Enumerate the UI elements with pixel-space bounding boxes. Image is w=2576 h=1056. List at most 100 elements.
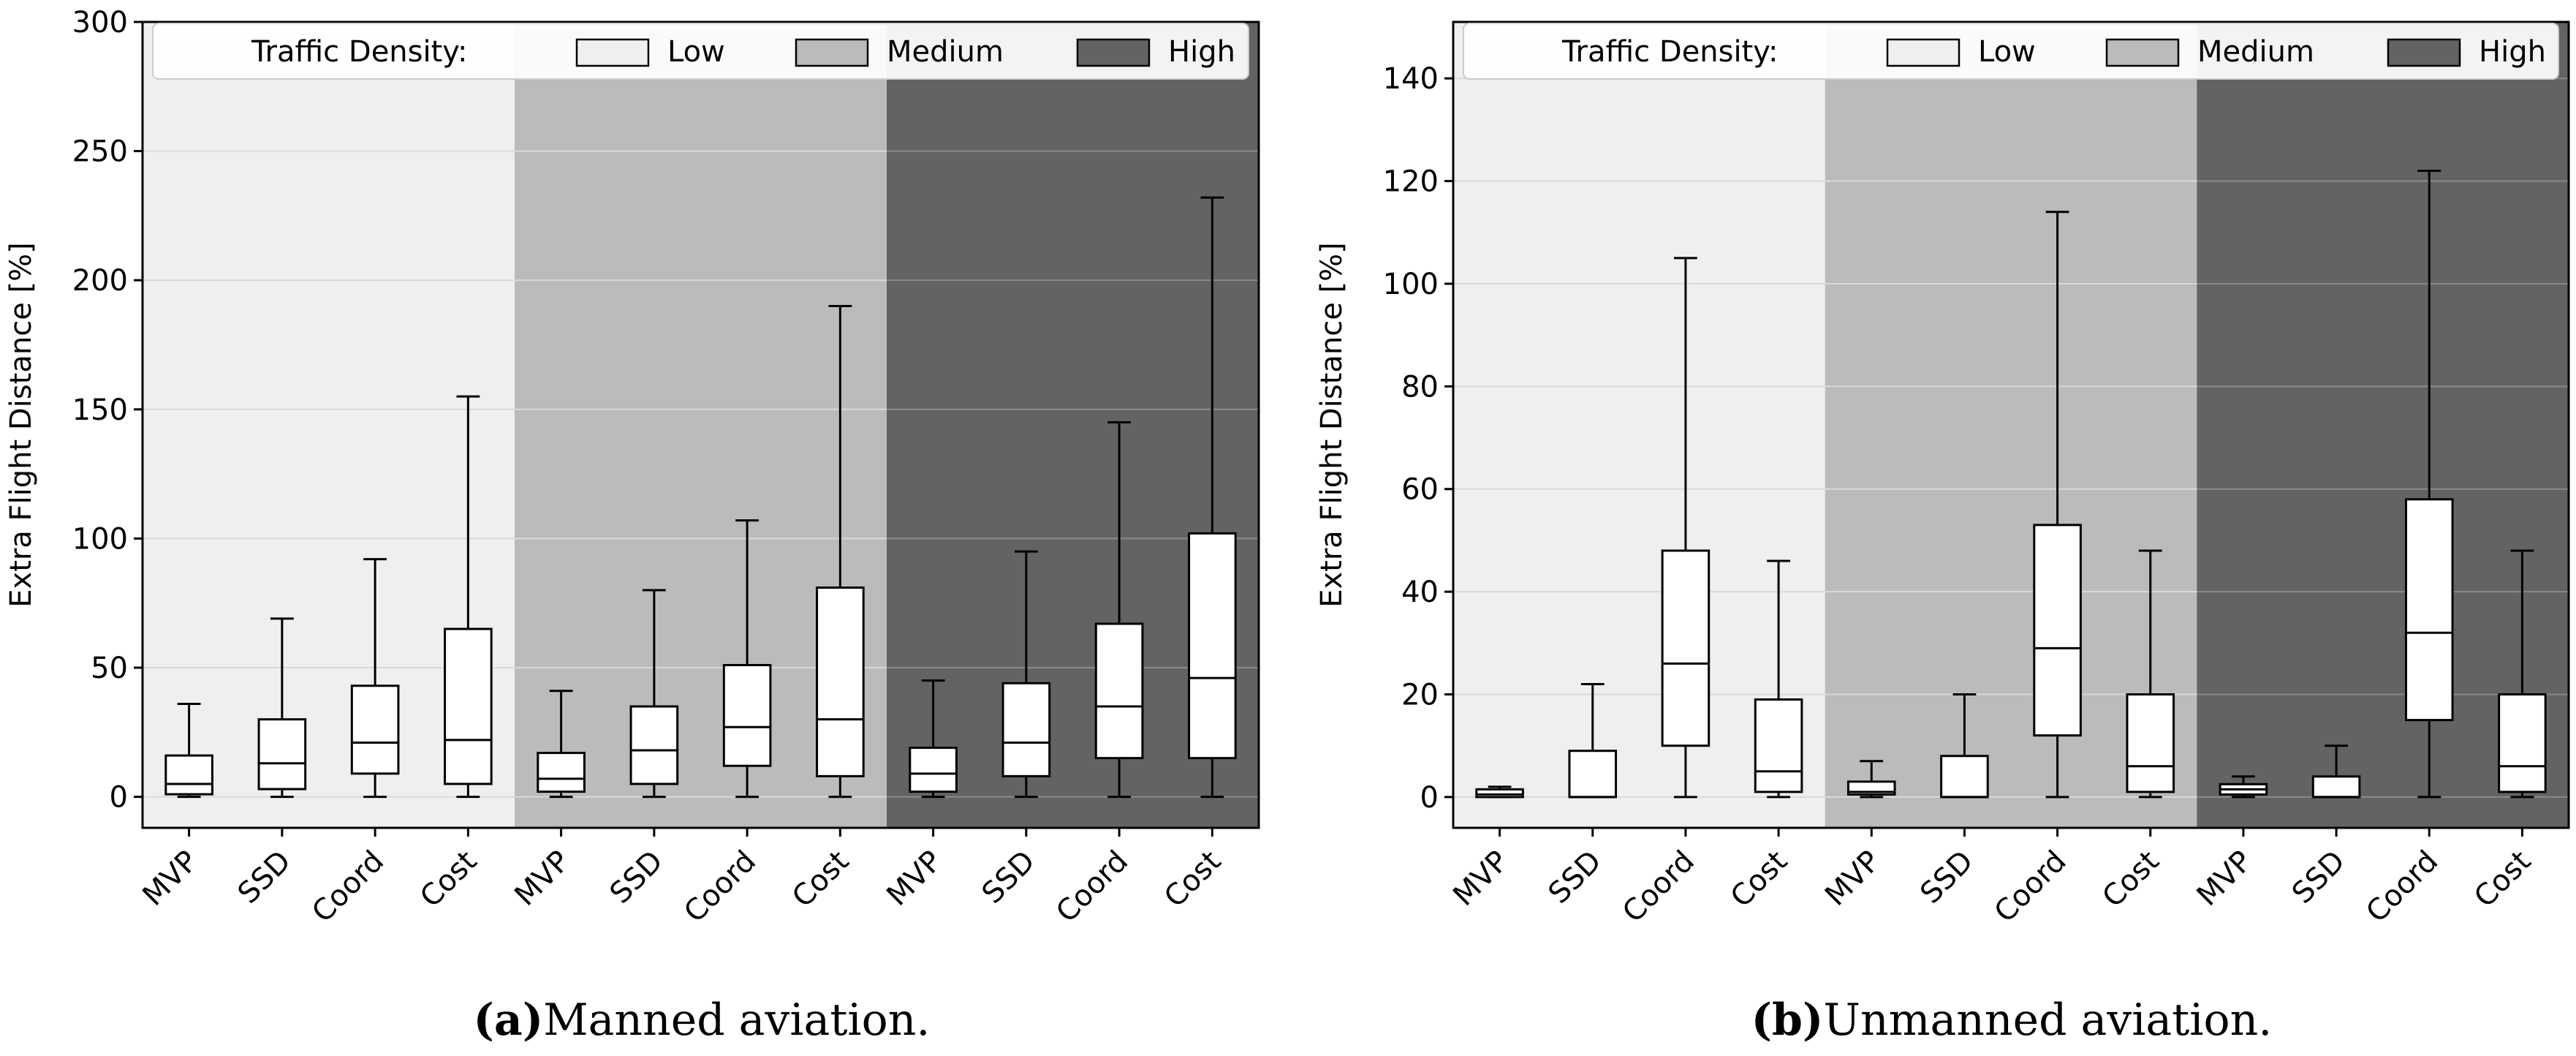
box-iqr	[629, 705, 679, 785]
box-1-ssd	[1568, 682, 1618, 799]
box-iqr	[2404, 498, 2454, 722]
ytick-label-50: 50	[91, 652, 128, 685]
xtick-label-cost-7: Cost	[786, 845, 855, 914]
legend-title: Traffic Density:	[251, 35, 468, 69]
ytick-label-120: 120	[1383, 165, 1439, 199]
caption-letter: (a)	[474, 995, 544, 1046]
box-4-mvp	[1846, 760, 1896, 799]
caption-letter: (b)	[1751, 995, 1824, 1046]
box-2-coord	[350, 558, 400, 799]
y-axis-label: Extra Flight Distance [%]	[1315, 242, 1349, 608]
legend-label-high: High	[1168, 35, 1235, 69]
box-iqr	[444, 627, 493, 785]
box-iqr	[1568, 750, 1618, 799]
legend: Traffic Density: Low Medium High	[152, 23, 1249, 80]
legend: Traffic Density: Low Medium High	[1463, 23, 2559, 80]
box-8-mvp	[2219, 775, 2268, 799]
xtick-label-cost-11: Cost	[1158, 845, 1227, 914]
caption: (a)Manned aviation.	[474, 995, 931, 1046]
box-iqr	[2498, 693, 2547, 793]
box-10-coord	[2404, 170, 2454, 799]
xtick-label-mvp-4: MVP	[1819, 845, 1887, 913]
box-iqr	[1475, 788, 1524, 799]
xtick-label-ssd-5: SSD	[604, 845, 670, 910]
ytick-label-100: 100	[72, 522, 128, 556]
xtick-label-mvp-8: MVP	[2191, 845, 2259, 913]
plot-frame	[1452, 20, 2570, 829]
xtick-label-mvp-8: MVP	[880, 845, 948, 913]
xtick-label-coord-2: Coord	[306, 845, 390, 929]
ytick-label-40: 40	[1401, 576, 1439, 609]
box-11-cost	[1188, 196, 1237, 799]
caption-text: Unmanned aviation.	[1823, 995, 2272, 1046]
chart-panel-a: 0 50 100 150 200 250 300 Extra Flight Distance …	[4, 6, 1260, 1046]
box-9-ssd	[1001, 550, 1051, 799]
xtick-label-cost-11: Cost	[2468, 845, 2537, 914]
legend-label-high: High	[2479, 35, 2546, 69]
box-iqr	[2126, 693, 2175, 793]
xtick-label-ssd-9: SSD	[2286, 845, 2352, 910]
ytick-label-200: 200	[72, 264, 128, 298]
box-iqr	[537, 752, 586, 793]
ytick-label-0: 0	[110, 781, 128, 815]
xtick-label-mvp-0: MVP	[1447, 845, 1515, 913]
box-iqr	[722, 663, 772, 767]
xtick-label-mvp-0: MVP	[136, 845, 204, 913]
box-iqr	[909, 747, 958, 793]
ytick-label-150: 150	[72, 393, 128, 427]
box-iqr	[1940, 755, 1989, 799]
legend-swatch-high	[2387, 38, 2461, 67]
legend-frame	[1463, 23, 2559, 80]
box-3-cost	[1754, 559, 1803, 799]
box-1-ssd	[257, 617, 307, 799]
box-iqr	[1094, 622, 1144, 760]
box-iqr	[1188, 532, 1237, 760]
legend-title: Traffic Density:	[1561, 35, 1778, 69]
box-iqr	[2033, 524, 2082, 737]
legend-swatch-medium	[795, 38, 869, 67]
legend-swatch-low	[1886, 38, 1961, 67]
box-5-ssd	[629, 589, 679, 799]
plot-frame	[141, 20, 1260, 829]
box-10-coord	[1094, 420, 1144, 799]
ytick-label-100: 100	[1383, 268, 1439, 301]
xtick-label-coord-10: Coord	[2360, 845, 2444, 929]
box-6-coord	[722, 519, 772, 799]
box-iqr	[1001, 682, 1051, 777]
box-5-ssd	[1940, 693, 1989, 799]
legend-label-medium: Medium	[2197, 35, 2314, 69]
box-11-cost	[2498, 549, 2547, 799]
box-7-cost	[816, 305, 865, 799]
box-iqr	[2311, 775, 2361, 799]
legend-frame	[152, 23, 1249, 80]
xtick-label-coord-10: Coord	[1050, 845, 1134, 929]
box-iqr	[350, 684, 400, 775]
box-iqr	[257, 718, 307, 791]
ytick-label-60: 60	[1401, 473, 1439, 507]
xtick-label-mvp-4: MVP	[508, 845, 576, 913]
xtick-label-ssd-1: SSD	[232, 845, 298, 910]
legend-swatch-medium	[2105, 38, 2180, 67]
box-2-coord	[1661, 257, 1711, 799]
box-6-coord	[2033, 211, 2082, 799]
ytick-label-80: 80	[1401, 370, 1439, 404]
box-4-mvp	[537, 690, 586, 799]
xtick-label-ssd-1: SSD	[1542, 845, 1608, 910]
xtick-label-ssd-5: SSD	[1914, 845, 1980, 910]
legend-label-low: Low	[667, 35, 725, 69]
ytick-label-250: 250	[72, 135, 128, 169]
ytick-label-140: 140	[1383, 62, 1439, 96]
xtick-label-cost-7: Cost	[2096, 845, 2165, 914]
background-low	[1453, 22, 1825, 828]
box-0-mvp	[1475, 785, 1524, 799]
ytick-label-300: 300	[72, 6, 128, 39]
box-0-mvp	[164, 702, 213, 799]
box-7-cost	[2126, 549, 2175, 799]
caption: (b)Unmanned aviation.	[1751, 995, 2273, 1046]
legend-label-low: Low	[1978, 35, 2036, 69]
xtick-label-coord-6: Coord	[678, 845, 762, 929]
box-9-ssd	[2311, 744, 2361, 799]
y-axis-label: Extra Flight Distance [%]	[4, 242, 38, 608]
chart-panel-b: 0 20 40 60 80 100 120 140 Extra Flight Distance …	[1315, 20, 2570, 1046]
